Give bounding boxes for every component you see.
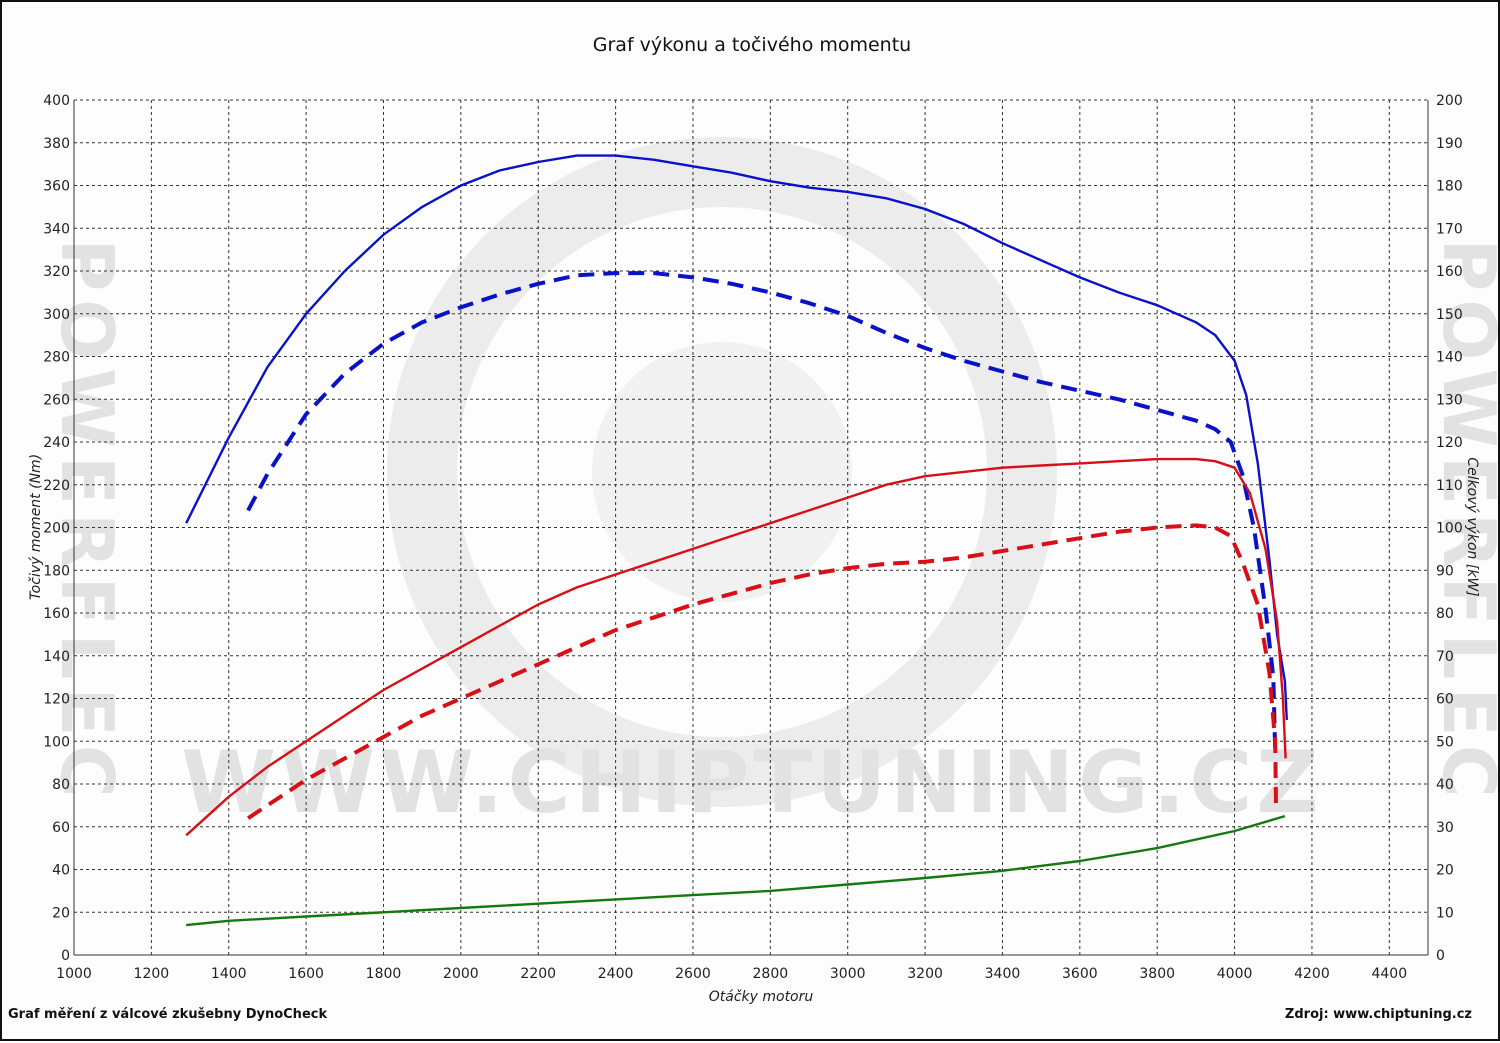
- y-right-tick-label: 60: [1436, 692, 1454, 708]
- series-line-3: [246, 523, 1278, 820]
- x-tick-label: 2400: [598, 966, 634, 982]
- y-left-tick-label: 200: [43, 521, 70, 537]
- y-right-tick-label: 30: [1436, 820, 1454, 836]
- y-left-tick-label: 220: [43, 478, 70, 494]
- x-tick-label: 2600: [675, 966, 711, 982]
- series-line-4: [186, 814, 1286, 927]
- y-right-tick-label: 140: [1436, 350, 1463, 366]
- y-left-tick-label: 0: [61, 948, 70, 964]
- y-right-tick-label: 150: [1436, 307, 1463, 323]
- x-tick-label: 4200: [1294, 966, 1330, 982]
- y-left-tick-label: 140: [43, 649, 70, 665]
- watermark-side-right: POWERFLEC: [1427, 238, 1500, 805]
- x-tick-label: 3000: [830, 966, 866, 982]
- y-left-tick-label: 400: [43, 93, 70, 109]
- y-left-tick-label: 320: [43, 264, 70, 280]
- series-line-0: [185, 154, 1288, 720]
- footer-source-link: Zdroj: www.chiptuning.cz: [1284, 1007, 1472, 1022]
- x-tick-label: 2000: [443, 966, 479, 982]
- y-right-tick-label: 20: [1436, 863, 1454, 879]
- x-tick-label: 2200: [520, 966, 556, 982]
- x-tick-label: 3800: [1139, 966, 1175, 982]
- y-right-tick-label: 200: [1436, 93, 1463, 109]
- x-tick-label: 3600: [1062, 966, 1098, 982]
- y-right-tick-label: 110: [1436, 478, 1463, 494]
- y-left-tick-label: 20: [52, 905, 70, 921]
- series-line-2: [185, 457, 1287, 837]
- x-tick-label: 3200: [907, 966, 943, 982]
- y-right-tick-label: 180: [1436, 179, 1463, 195]
- footer-source-note: Graf měření z válcové zkušebny DynoCheck: [8, 1007, 328, 1022]
- y-right-axis-title: Celkový výkon [kW]: [1464, 457, 1480, 596]
- x-tick-label: 2800: [753, 966, 789, 982]
- y-left-tick-label: 260: [43, 392, 70, 408]
- y-right-tick-label: 90: [1436, 563, 1454, 579]
- watermark-text: WWW.CHIPTUNING.CZ: [181, 733, 1323, 833]
- axes-layer: [73, 100, 1429, 956]
- y-left-tick-label: 80: [52, 777, 70, 793]
- watermark-side-left: POWERFLEC: [45, 238, 129, 805]
- x-tick-label: 1600: [288, 966, 324, 982]
- label-layer: 1000 1200 1400 1600 1800 2000 2200 2400 2600 2800…: [28, 93, 1480, 1005]
- y-right-tick-label: 160: [1436, 264, 1463, 280]
- y-left-tick-label: 100: [43, 734, 70, 750]
- x-tick-label: 3400: [985, 966, 1021, 982]
- y-right-tick-label: 0: [1436, 948, 1445, 964]
- y-left-tick-label: 60: [52, 820, 70, 836]
- y-right-tick-label: 170: [1436, 221, 1463, 237]
- y-left-tick-label: 360: [43, 179, 70, 195]
- y-left-tick-label: 280: [43, 350, 70, 366]
- x-axis-title: Otáčky motoru: [709, 989, 814, 1005]
- x-tick-label: 1000: [56, 966, 92, 982]
- y-left-tick-label: 40: [52, 863, 70, 879]
- y-right-tick-label: 70: [1436, 649, 1454, 665]
- y-right-tick-label: 120: [1436, 435, 1463, 451]
- series-line-1: [246, 271, 1278, 752]
- y-right-tick-label: 130: [1436, 392, 1463, 408]
- y-left-tick-label: 160: [43, 606, 70, 622]
- y-right-tick-label: 80: [1436, 606, 1454, 622]
- x-tick-label: 4000: [1217, 966, 1253, 982]
- y-right-tick-label: 100: [1436, 521, 1463, 537]
- y-right-tick-label: 10: [1436, 905, 1454, 921]
- y-left-tick-label: 180: [43, 563, 70, 579]
- x-tick-label: 1200: [134, 966, 170, 982]
- y-left-tick-label: 300: [43, 307, 70, 323]
- y-right-tick-label: 40: [1436, 777, 1454, 793]
- y-left-axis-title: Točivý moment (Nm): [28, 454, 44, 600]
- y-left-tick-label: 380: [43, 136, 70, 152]
- y-right-tick-label: 50: [1436, 734, 1454, 750]
- y-left-tick-label: 240: [43, 435, 70, 451]
- y-right-tick-label: 190: [1436, 136, 1463, 152]
- series-layer: [185, 154, 1288, 927]
- y-left-tick-label: 120: [43, 692, 70, 708]
- watermark-logo-core: [592, 342, 852, 602]
- x-tick-label: 1400: [211, 966, 247, 982]
- chart-title: Graf výkonu a točivého momentu: [592, 34, 912, 56]
- y-left-tick-label: 340: [43, 221, 70, 237]
- x-tick-label: 1800: [366, 966, 402, 982]
- x-tick-label: 4400: [1371, 966, 1407, 982]
